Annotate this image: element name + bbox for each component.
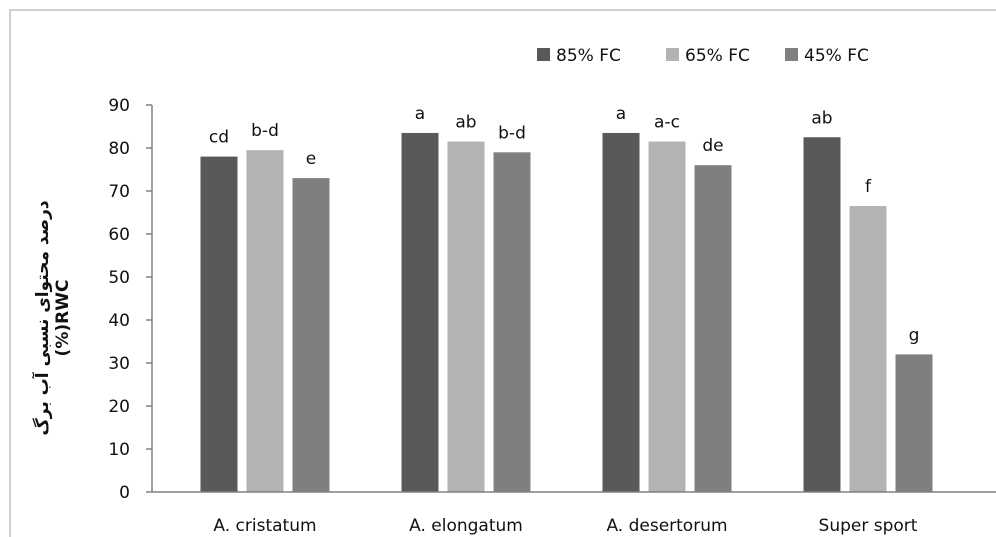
y-tick-label: 20 [108,397,130,417]
bar [493,152,531,493]
legend-label: 85% FC [556,46,621,66]
bar-data-label: f [865,177,872,197]
bar-data-label: b-d [251,121,279,141]
bar [849,206,887,493]
bar-data-label: de [702,136,723,156]
bar [648,141,686,493]
y-tick-label: 40 [108,311,130,331]
legend-label: 45% FC [804,46,869,66]
bar [803,137,841,492]
category-labels: A. cristatum A. elongatum A. desertorum Sup… [213,516,917,536]
bar [401,132,439,492]
bar [200,156,238,492]
bar-data-label: e [306,149,316,169]
bar-data-label: a [415,104,425,124]
bar-data-label: a [616,104,626,124]
bar [246,150,284,492]
bar-data-label: g [909,325,920,345]
legend-swatch [537,48,550,61]
legend: 85% FC 65% FC 45% FC [537,46,869,66]
bar-data-label: ab [455,113,476,133]
legend-swatch [666,48,679,61]
category-label: Super sport [819,516,918,536]
bar-data-label: cd [209,128,229,148]
y-tick-label: 0 [119,483,130,503]
y-tick-label: 50 [108,268,130,288]
y-tick-label: 80 [108,139,130,159]
y-axis-label-line-1: درصد محتوای نسبی آب برگ [31,200,53,436]
category-label: A. elongatum [409,516,523,536]
bar [602,132,640,492]
bar [694,165,732,492]
y-axis-label-line-2: (%)RWC [53,280,73,357]
category-label: A. desertorum [606,516,727,536]
bar-data-label: b-d [498,123,526,143]
y-tick-label: 70 [108,182,130,202]
y-tick-label: 60 [108,225,130,245]
bar [895,354,933,492]
y-tick-label: 30 [108,354,130,374]
legend-swatch [785,48,798,61]
y-axis-ticks: 0 10 20 30 40 50 60 70 80 90 [108,96,152,503]
bars [200,132,933,493]
legend-label: 65% FC [685,46,750,66]
y-tick-label: 10 [108,440,130,460]
axes [151,105,996,493]
category-label: A. cristatum [213,516,316,536]
bar-data-label: a-c [654,113,680,133]
bar [447,141,485,493]
bar-data-label: ab [811,108,832,128]
data-labels: cd b-d e a ab b-d a a-c de ab f g [209,104,919,345]
bar [292,178,330,492]
y-tick-label: 90 [108,96,130,116]
